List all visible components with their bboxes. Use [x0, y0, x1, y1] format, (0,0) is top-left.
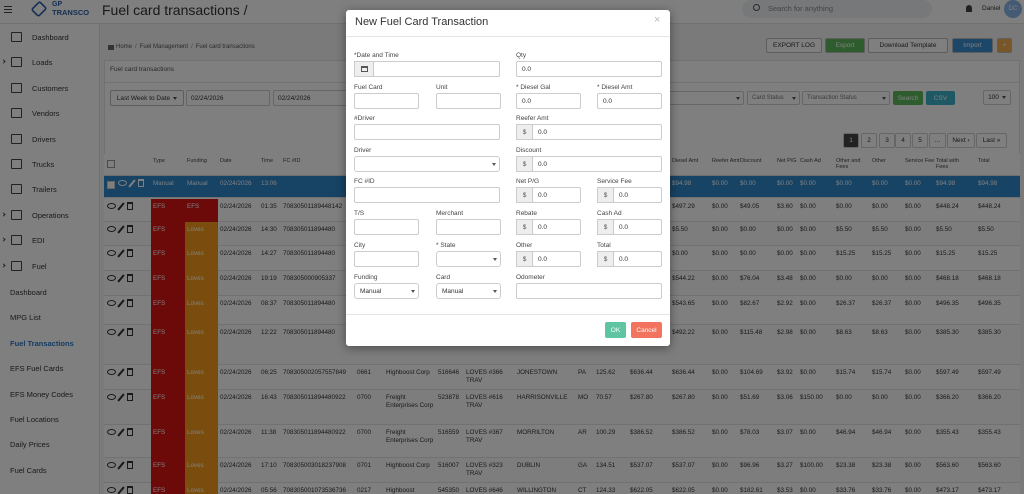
field-label: #Driver — [354, 115, 375, 122]
input-value: 0.0 — [538, 192, 548, 199]
text-input[interactable] — [354, 124, 500, 140]
text-input[interactable]: 0.0 — [532, 187, 581, 203]
field-label: Net P/G — [516, 178, 540, 185]
select-caret — [411, 290, 415, 293]
input-prefix: $ — [597, 187, 614, 203]
select-caret — [493, 290, 497, 293]
input-value: 0.0 — [522, 66, 532, 73]
input-prefix: $ — [516, 124, 533, 140]
input-value: 0.0 — [619, 256, 629, 263]
select-input[interactable]: Manual — [354, 283, 419, 299]
text-input[interactable] — [436, 219, 501, 235]
field-label: * Diesel Gal — [516, 84, 551, 91]
field-label: Funding — [354, 274, 378, 281]
input-value: 0.0 — [603, 98, 613, 105]
input-prefix: $ — [516, 156, 533, 172]
modal-title: New Fuel Card Transaction — [355, 16, 489, 28]
text-input[interactable] — [516, 283, 662, 299]
modal-header-divider — [346, 36, 670, 37]
text-input[interactable] — [354, 251, 419, 267]
text-input[interactable] — [354, 187, 500, 203]
field-label: * Diesel Amt — [597, 84, 633, 91]
select-input[interactable] — [354, 156, 500, 172]
field-label: Driver — [354, 147, 372, 154]
select-input[interactable]: Manual — [436, 283, 501, 299]
text-input[interactable]: 0.0 — [532, 219, 581, 235]
select-input[interactable] — [436, 251, 501, 267]
text-input[interactable]: 0.0 — [597, 93, 662, 109]
calendar-icon — [361, 66, 368, 72]
field-label: T/S — [354, 210, 365, 217]
input-prefix: $ — [516, 187, 533, 203]
input-prefix: $ — [516, 251, 533, 267]
text-input[interactable]: 0.0 — [613, 219, 662, 235]
select-caret — [492, 163, 496, 166]
input-value: Manual — [442, 288, 464, 295]
text-input[interactable]: 0.0 — [516, 93, 581, 109]
text-input[interactable] — [373, 61, 500, 77]
select-caret — [493, 258, 497, 261]
field-label: Service Fee — [597, 178, 632, 185]
field-label: City — [354, 242, 366, 249]
calendar-addon[interactable] — [354, 61, 374, 77]
text-input[interactable]: 0.0 — [613, 187, 662, 203]
field-label: FC #ID — [354, 178, 375, 185]
field-label: Qty — [516, 52, 527, 59]
field-label: Other — [516, 242, 533, 249]
field-label: Merchant — [436, 210, 464, 217]
input-value: 0.0 — [522, 98, 532, 105]
text-input[interactable]: 0.0 — [613, 251, 662, 267]
input-value: 0.0 — [538, 129, 548, 136]
field-label: Fuel Card — [354, 84, 383, 91]
input-prefix: $ — [597, 251, 614, 267]
field-label: Rebate — [516, 210, 537, 217]
input-prefix: $ — [516, 219, 533, 235]
field-label: * State — [436, 242, 456, 249]
field-label: Reefer Amt — [516, 115, 549, 122]
field-label: Discount — [516, 147, 542, 154]
text-input[interactable] — [354, 219, 419, 235]
ok-button[interactable]: OK — [605, 322, 626, 338]
field-label: Total — [597, 242, 611, 249]
input-value: 0.0 — [619, 224, 629, 231]
input-prefix: $ — [597, 219, 614, 235]
field-label: Cash Ad — [597, 210, 622, 217]
text-input[interactable]: 0.0 — [532, 156, 662, 172]
field-label: Odometer — [516, 274, 545, 281]
text-input[interactable]: 0.0 — [532, 251, 581, 267]
field-label: *Date and Time — [354, 52, 399, 59]
modal-close[interactable]: × — [654, 14, 661, 26]
input-value: 0.0 — [619, 192, 629, 199]
text-input[interactable]: 0.0 — [516, 61, 662, 77]
input-value: 0.0 — [538, 256, 548, 263]
modal-footer-divider — [346, 314, 670, 315]
text-input[interactable] — [354, 93, 419, 109]
input-value: 0.0 — [538, 224, 548, 231]
cancel-button[interactable]: Cancel — [631, 322, 662, 338]
field-label: Card — [436, 274, 451, 281]
modal: New Fuel Card Transaction × *Date and Time… — [346, 10, 670, 346]
text-input[interactable]: 0.0 — [532, 124, 662, 140]
field-label: Unit — [436, 84, 448, 91]
input-value: 0.0 — [538, 161, 548, 168]
input-value: Manual — [360, 288, 382, 295]
text-input[interactable] — [436, 93, 501, 109]
